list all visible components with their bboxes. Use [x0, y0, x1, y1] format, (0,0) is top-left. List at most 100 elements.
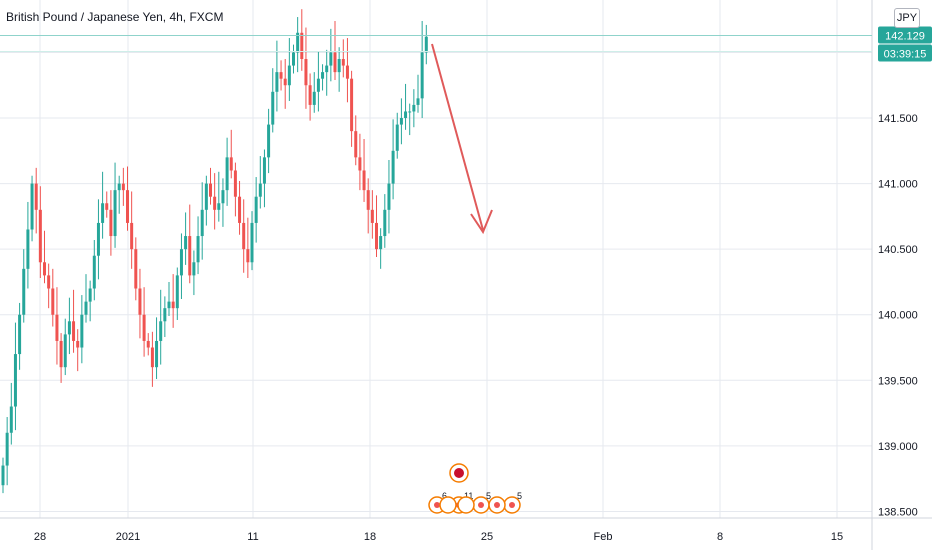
event-marker-count: 5 — [486, 491, 491, 501]
last-price-label: 142.129 — [885, 31, 925, 43]
candle-body — [67, 321, 71, 335]
x-tick-label: 2021 — [116, 531, 140, 543]
event-marker-count: 6 — [442, 491, 447, 501]
candle-body — [416, 98, 420, 105]
candle-body — [391, 150, 395, 184]
candle-body — [126, 190, 129, 223]
candle-body — [341, 59, 345, 66]
candle-body — [267, 124, 271, 158]
candle-body — [163, 308, 167, 322]
candle-body — [279, 72, 283, 79]
event-flag-center — [454, 468, 464, 478]
x-tick-label: 28 — [34, 531, 46, 543]
candle-body — [92, 255, 96, 289]
candle-body — [18, 314, 22, 355]
event-marker-dot — [434, 502, 440, 508]
annotation-arrow-head — [470, 209, 493, 235]
candle-body — [321, 72, 325, 79]
candle-body — [370, 209, 374, 223]
candle-body — [217, 203, 221, 210]
y-tick-label: 140.500 — [878, 244, 918, 256]
candle-body — [366, 190, 370, 210]
candle-body — [150, 347, 154, 368]
x-tick-label: 18 — [364, 531, 376, 543]
annotation-arrow-line — [431, 43, 484, 231]
candle-body — [105, 203, 109, 210]
candle-body — [325, 65, 329, 73]
countdown-label: 03:39:15 — [884, 49, 927, 61]
event-marker-icon — [457, 496, 475, 514]
candle-body — [34, 183, 38, 210]
candle-body — [84, 301, 88, 315]
candle-body — [26, 229, 30, 269]
candle-body — [254, 196, 258, 223]
candle-body — [304, 59, 308, 86]
candle-body — [233, 170, 237, 197]
candle-body — [329, 52, 333, 66]
candle-body — [383, 209, 387, 237]
candle-body — [80, 314, 84, 348]
event-marker-dot — [494, 502, 500, 508]
candle-body — [229, 157, 233, 171]
currency-button[interactable]: JPY — [894, 8, 920, 28]
candle-body — [424, 36, 428, 53]
y-tick-label: 141.500 — [878, 113, 918, 125]
x-tick-label: Feb — [594, 531, 613, 543]
candle-body — [337, 59, 341, 73]
candle-body — [142, 314, 146, 341]
countdown-label-bg — [878, 44, 932, 62]
candle-body — [275, 72, 279, 92]
candle-body — [43, 262, 46, 276]
candle-body — [138, 288, 142, 315]
candle-body — [287, 65, 291, 86]
candle-body — [179, 249, 183, 276]
candle-body — [375, 222, 378, 250]
event-marker-dot — [478, 502, 484, 508]
candle-body — [76, 340, 80, 348]
candle-body — [188, 236, 192, 276]
candle-body — [221, 190, 225, 204]
candle-body — [213, 196, 217, 210]
x-tick-label: 8 — [717, 531, 723, 543]
candle-body — [316, 78, 320, 92]
candle-body — [9, 406, 13, 433]
y-tick-label: 141.000 — [878, 179, 918, 191]
candle-body — [300, 32, 304, 60]
candle-body — [117, 183, 121, 191]
candle-body — [96, 222, 100, 256]
candle-body — [408, 111, 412, 113]
y-tick-label: 139.000 — [878, 441, 918, 453]
candle-body — [312, 91, 316, 105]
candle-body — [5, 432, 9, 466]
candle-body — [354, 131, 358, 158]
candle-body — [238, 196, 242, 223]
y-tick-label: 140.000 — [878, 310, 918, 322]
candle-body — [404, 111, 408, 119]
candle-body — [159, 321, 163, 341]
candle-body — [22, 268, 26, 315]
candle-body — [379, 236, 383, 250]
candle-body — [88, 288, 92, 302]
x-tick-label: 15 — [831, 531, 843, 543]
candle-body — [292, 52, 295, 66]
event-marker-icon — [439, 496, 457, 514]
candle-body — [412, 104, 416, 112]
candle-body — [59, 340, 63, 368]
candle-body — [1, 465, 5, 486]
candle-body — [345, 65, 349, 79]
candle-body — [184, 236, 188, 250]
candle-body — [420, 52, 424, 99]
candle-body — [47, 275, 51, 289]
y-tick-label: 138.500 — [878, 506, 918, 518]
candle-body — [296, 32, 300, 53]
candle-body — [258, 183, 262, 197]
candle-body — [358, 157, 362, 171]
candle-body — [283, 78, 287, 86]
y-tick-label: 139.500 — [878, 375, 918, 387]
candle-body — [13, 354, 17, 407]
candle-body — [196, 236, 200, 263]
candle-body — [51, 288, 55, 315]
candle-body — [167, 301, 171, 309]
